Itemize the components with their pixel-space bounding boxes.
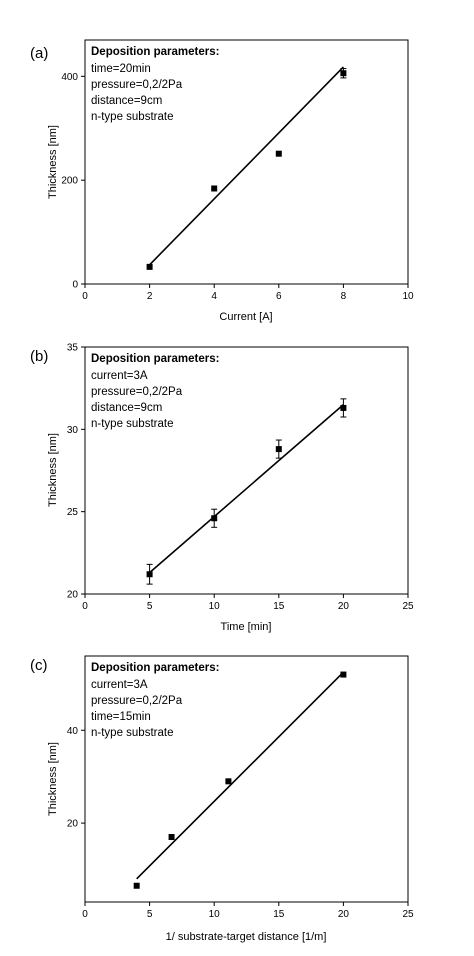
panel-b-x-tick-label: 15: [273, 601, 285, 612]
panel-c-x-tick-label: 0: [82, 909, 88, 920]
panel-b-param-line: distance=9cm: [91, 402, 162, 414]
panel-a-x-tick-label: 10: [402, 291, 414, 302]
panel-b-x-tick-label: 20: [338, 601, 350, 612]
panel-b-data-point: [146, 571, 153, 578]
panel-a-data-point: [146, 263, 153, 270]
panel-b-x-tick-label: 25: [402, 601, 414, 612]
panel-b-data-point: [211, 515, 218, 522]
panel-a-params-title: Deposition parameters:: [91, 46, 219, 58]
panel-c-x-tick-label: 10: [209, 909, 221, 920]
panel-c-data-point: [133, 882, 140, 889]
panel-a-fit-line: [149, 66, 344, 266]
panel-a-x-tick-label: 2: [147, 291, 153, 302]
panel-b-param-line: pressure=0,2/2Pa: [91, 386, 183, 398]
panel-b-label: (b): [30, 348, 48, 365]
panel-c: (c) Deposition parameters: current=3A pr…: [30, 655, 414, 943]
panel-a: (a) Deposition parameters: time=20min pr…: [30, 39, 414, 323]
panel-b-param-line: current=3A: [91, 370, 148, 382]
panel-b-data-point: [275, 446, 282, 453]
panel-a-data-point: [340, 70, 347, 77]
panel-b-x-tick-label: 0: [82, 601, 88, 612]
panel-a-param-line: distance=9cm: [91, 95, 162, 107]
panel-b: (b) Deposition parameters: current=3A pr…: [30, 343, 414, 634]
panel-b-y-axis-label: Thickness [nm]: [47, 433, 59, 507]
panel-c-x-axis-label: 1/ substrate-target distance [1/m]: [166, 931, 327, 943]
panel-a-x-axis-label: Current [A]: [219, 311, 272, 323]
panel-c-x-tick-label: 5: [147, 909, 153, 920]
panel-c-y-tick-label: 40: [67, 726, 79, 737]
panel-b-y-tick-label: 35: [67, 343, 79, 354]
panel-b-x-axis-label: Time [min]: [221, 621, 272, 633]
panel-b-y-tick-label: 30: [67, 425, 79, 436]
panel-a-y-tick-label: 400: [61, 72, 78, 83]
panel-c-x-tick-label: 25: [402, 909, 414, 920]
panel-c-data-point: [168, 834, 175, 841]
panel-a-x-tick-label: 6: [276, 291, 282, 302]
panel-b-data-point: [340, 404, 347, 411]
panel-c-param-line: current=3A: [91, 679, 148, 691]
panel-a-x-tick-label: 0: [82, 291, 88, 302]
panel-b-y-tick-label: 25: [67, 507, 79, 518]
panel-c-label: (c): [30, 657, 48, 674]
panel-b-param-line: n-type substrate: [91, 418, 173, 430]
panel-a-label: (a): [30, 45, 48, 62]
panel-b-x-tick-label: 10: [209, 601, 221, 612]
panel-c-fit-line: [136, 671, 344, 880]
panel-a-param-line: time=20min: [91, 63, 151, 75]
panel-b-params-title: Deposition parameters:: [91, 353, 219, 365]
panel-a-y-tick-label: 0: [72, 280, 78, 291]
panel-c-params-title: Deposition parameters:: [91, 662, 219, 674]
panel-c-param-line: n-type substrate: [91, 727, 173, 739]
panel-b-x-tick-label: 5: [147, 601, 153, 612]
panel-a-param-line: n-type substrate: [91, 111, 173, 123]
panel-b-plot-frame: [84, 346, 409, 595]
panel-a-y-tick-label: 200: [61, 176, 78, 187]
panel-c-y-axis-label: Thickness [nm]: [47, 742, 59, 816]
panel-c-y-tick-label: 20: [67, 819, 79, 830]
panel-a-plot-frame: [84, 39, 409, 285]
panel-c-param-line: time=15min: [91, 711, 151, 723]
panel-c-x-tick-label: 15: [273, 909, 285, 920]
panel-c-param-line: pressure=0,2/2Pa: [91, 695, 183, 707]
panel-a-x-tick-label: 4: [211, 291, 217, 302]
panel-c-data-point: [225, 778, 232, 785]
panel-c-data-point: [340, 671, 347, 678]
panel-b-fit-line: [149, 404, 344, 574]
panel-a-x-tick-label: 8: [341, 291, 347, 302]
panel-c-x-tick-label: 20: [338, 909, 350, 920]
panel-a-param-line: pressure=0,2/2Pa: [91, 79, 183, 91]
panel-a-data-point: [275, 150, 282, 157]
panel-a-y-axis-label: Thickness [nm]: [47, 125, 59, 199]
panel-a-data-point: [211, 185, 218, 192]
panel-b-y-tick-label: 20: [67, 590, 79, 601]
panel-c-plot-frame: [84, 655, 409, 903]
